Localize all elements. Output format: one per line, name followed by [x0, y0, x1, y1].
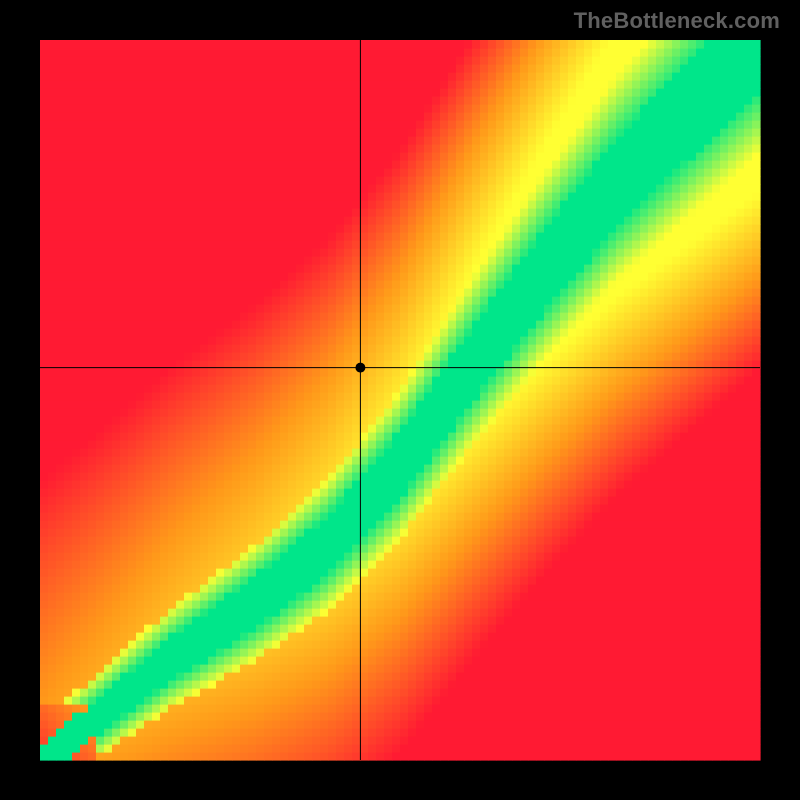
heatmap-cells — [40, 40, 761, 761]
crosshair-point — [355, 363, 365, 373]
bottleneck-heatmap — [0, 0, 800, 800]
watermark-text: TheBottleneck.com — [574, 8, 780, 34]
chart-container: TheBottleneck.com — [0, 0, 800, 800]
